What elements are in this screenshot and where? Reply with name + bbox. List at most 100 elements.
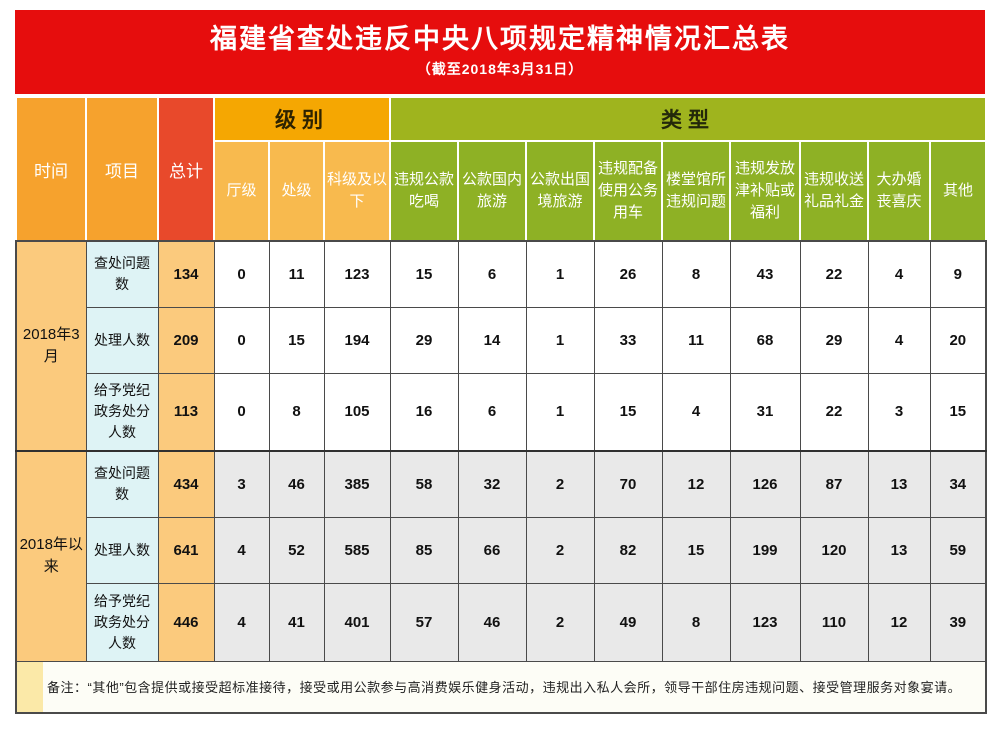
value-cell: 82 (593, 516, 663, 584)
table-body: 2018年3月 查处问题数 134 0 11 123 15 6 1 26 8 4… (15, 240, 987, 714)
summary-table: 时间 项目 总计 级别 类型 厅级 处级 科级及以下 违规公款吃喝 公款国内旅游… (15, 96, 988, 714)
value-cell: 66 (457, 516, 527, 584)
table-header: 时间 项目 总计 级别 类型 厅级 处级 科级及以下 违规公款吃喝 公款国内旅游… (15, 96, 988, 242)
value-cell: 4 (213, 582, 270, 662)
header-type-col-8: 其他 (928, 140, 988, 242)
value-cell: 52 (268, 516, 325, 584)
value-cell: 31 (729, 372, 801, 452)
header-level-col-ting: 厅级 (213, 140, 270, 242)
header-type-col-0: 违规公款吃喝 (389, 140, 459, 242)
item-cell: 给予党纪政务处分人数 (85, 582, 159, 662)
value-cell: 57 (389, 582, 459, 662)
title-banner: 福建省查处违反中央八项规定精神情况汇总表 （截至2018年3月31日） (15, 10, 985, 94)
value-cell: 15 (268, 306, 325, 374)
value-cell: 43 (729, 240, 801, 308)
page-title: 福建省查处违反中央八项规定精神情况汇总表 (210, 24, 790, 54)
value-cell: 41 (268, 582, 325, 662)
value-cell: 3 (213, 450, 270, 518)
value-cell: 6 (457, 372, 527, 452)
value-cell: 2 (525, 582, 595, 662)
header-type-group: 类型 (388, 96, 988, 142)
value-cell: 4 (661, 372, 731, 452)
value-cell: 0 (213, 306, 270, 374)
value-cell: 39 (929, 582, 987, 662)
value-cell: 4 (867, 240, 931, 308)
item-cell: 查处问题数 (85, 450, 159, 518)
value-cell: 15 (929, 372, 987, 452)
value-cell: 12 (867, 582, 931, 662)
header-type-col-4: 楼堂馆所违规问题 (661, 140, 731, 242)
item-cell: 处理人数 (85, 306, 159, 374)
header-type-col-6: 违规收送礼品礼金 (799, 140, 869, 242)
value-cell: 123 (323, 240, 391, 308)
value-cell: 33 (593, 306, 663, 374)
value-cell: 110 (799, 582, 869, 662)
value-cell: 585 (323, 516, 391, 584)
value-cell: 2 (525, 516, 595, 584)
item-cell: 查处问题数 (85, 240, 159, 308)
value-cell: 15 (389, 240, 459, 308)
value-cell: 22 (799, 240, 869, 308)
header-level-col-ke: 科级及以下 (323, 140, 391, 242)
value-cell: 6 (457, 240, 527, 308)
time-cell-2018-03: 2018年3月 (15, 240, 87, 452)
table-row: 处理人数 209 0 15 194 29 14 1 33 11 68 29 4 … (16, 306, 987, 374)
value-cell: 9 (929, 240, 987, 308)
value-cell: 1 (525, 240, 595, 308)
value-cell: 16 (389, 372, 459, 452)
table-row: 处理人数 641 4 52 585 85 66 2 82 15 199 120 … (16, 516, 987, 584)
value-cell: 4 (867, 306, 931, 374)
total-cell: 134 (157, 240, 215, 308)
value-cell: 120 (799, 516, 869, 584)
value-cell: 32 (457, 450, 527, 518)
value-cell: 85 (389, 516, 459, 584)
footnote-row: 备注：“其他”包含提供或接受超标准接待，接受或用公款参与高消费娱乐健身活动，违规… (15, 660, 987, 714)
value-cell: 46 (268, 450, 325, 518)
value-cell: 194 (323, 306, 391, 374)
value-cell: 11 (661, 306, 731, 374)
value-cell: 2 (525, 450, 595, 518)
value-cell: 1 (525, 372, 595, 452)
value-cell: 15 (661, 516, 731, 584)
table-row: 给予党纪政务处分人数 446 4 41 401 57 46 2 49 8 123… (16, 582, 987, 662)
value-cell: 126 (729, 450, 801, 518)
page-subtitle: （截至2018年3月31日） (416, 61, 584, 78)
header-type-col-3: 违规配备使用公务用车 (593, 140, 663, 242)
value-cell: 401 (323, 582, 391, 662)
table-row: 给予党纪政务处分人数 113 0 8 105 16 6 1 15 4 31 22… (16, 372, 987, 452)
total-cell: 641 (157, 516, 215, 584)
value-cell: 8 (268, 372, 325, 452)
value-cell: 49 (593, 582, 663, 662)
table-row: 2018年以来 查处问题数 434 3 46 385 58 32 2 70 12… (15, 450, 987, 662)
total-cell: 446 (157, 582, 215, 662)
value-cell: 59 (929, 516, 987, 584)
value-cell: 29 (799, 306, 869, 374)
header-type-col-1: 公款国内旅游 (457, 140, 527, 242)
value-cell: 68 (729, 306, 801, 374)
value-cell: 46 (457, 582, 527, 662)
value-cell: 87 (799, 450, 869, 518)
value-cell: 13 (867, 516, 931, 584)
value-cell: 0 (213, 240, 270, 308)
value-cell: 105 (323, 372, 391, 452)
value-cell: 3 (867, 372, 931, 452)
value-cell: 13 (867, 450, 931, 518)
time-cell-2018-ytd: 2018年以来 (15, 450, 87, 662)
table-row: 2018年3月 查处问题数 134 0 11 123 15 6 1 26 8 4… (15, 240, 987, 452)
footnote: 备注：“其他”包含提供或接受超标准接待，接受或用公款参与高消费娱乐健身活动，违规… (15, 660, 987, 714)
value-cell: 199 (729, 516, 801, 584)
value-cell: 0 (213, 372, 270, 452)
value-cell: 14 (457, 306, 527, 374)
value-cell: 12 (661, 450, 731, 518)
value-cell: 34 (929, 450, 987, 518)
value-cell: 8 (661, 240, 731, 308)
header-type-col-7: 大办婚丧喜庆 (867, 140, 931, 242)
header-time: 时间 (15, 96, 87, 242)
total-cell: 209 (157, 306, 215, 374)
value-cell: 1 (525, 306, 595, 374)
item-cell: 给予党纪政务处分人数 (85, 372, 159, 452)
header-total: 总计 (157, 96, 215, 242)
value-cell: 385 (323, 450, 391, 518)
value-cell: 4 (213, 516, 270, 584)
